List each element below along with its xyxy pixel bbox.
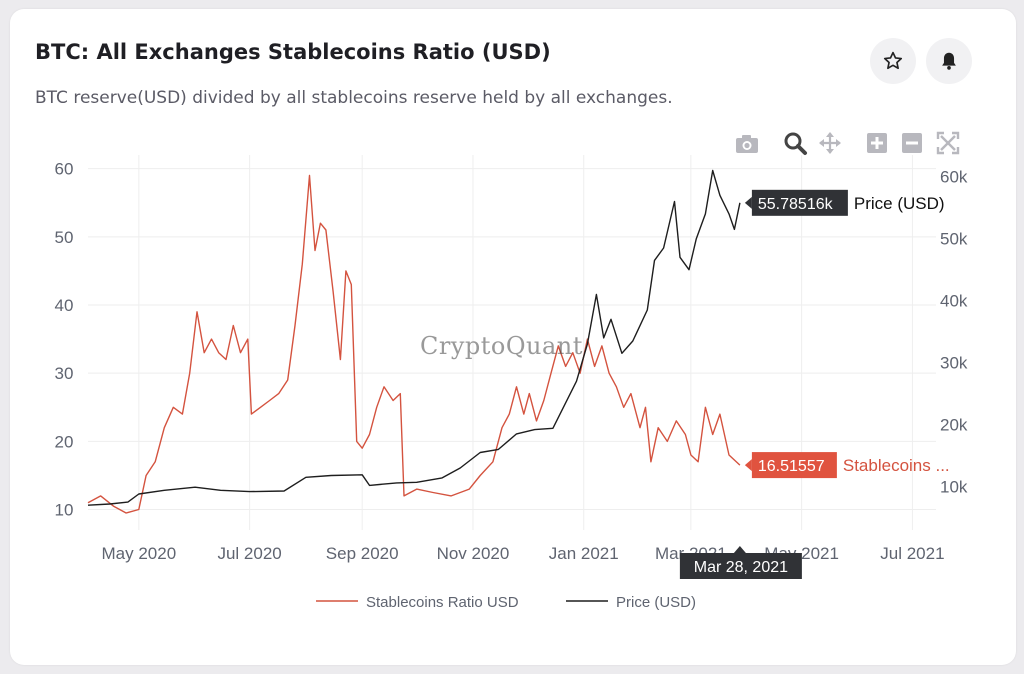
zoom-in-icon[interactable] <box>867 133 887 153</box>
star-icon <box>883 51 903 70</box>
ratio-tooltip-value: 16.51557 <box>758 458 825 475</box>
zoom-out-icon[interactable] <box>902 133 922 153</box>
chart-title: BTC: All Exchanges Stablecoins Ratio (US… <box>35 40 551 64</box>
ratio-tooltip-label: Stablecoins ... <box>843 456 950 475</box>
bell-icon <box>942 52 956 70</box>
y-left-tick-label: 20 <box>55 432 74 451</box>
pan-icon[interactable] <box>819 132 841 154</box>
price-tooltip-box <box>751 189 848 216</box>
chart-grid <box>88 155 936 530</box>
zoom-icon[interactable] <box>784 132 807 155</box>
y-right-tick-label: 40k <box>940 292 968 311</box>
ratio-tooltip-pointer <box>744 459 752 472</box>
legend-label: Price (USD) <box>616 594 696 611</box>
legend-item-price[interactable]: Price (USD) <box>566 594 696 611</box>
chart-legend: Stablecoins Ratio USD Price (USD) <box>316 594 696 611</box>
favorite-button[interactable] <box>870 38 916 84</box>
x-tick-label: Sep 2020 <box>326 544 399 563</box>
price-line[interactable] <box>87 169 741 506</box>
chart-toolbar <box>736 131 960 155</box>
ratio-tooltip-box <box>751 452 837 479</box>
camera-icon[interactable] <box>736 135 758 153</box>
legend-item-stablecoins-ratio[interactable]: Stablecoins Ratio USD <box>316 594 519 611</box>
x-tick-label: May 2020 <box>102 544 177 563</box>
x-tick-label: Jul 2021 <box>880 544 944 563</box>
date-tooltip-box <box>679 553 802 579</box>
date-tooltip-value: Mar 28, 2021 <box>694 559 788 576</box>
y-right-tick-label: 50k <box>940 230 968 249</box>
y-left-tick-label: 60 <box>55 160 74 179</box>
chart-subtitle: BTC reserve(USD) divided by all stableco… <box>35 88 673 108</box>
y-right-tick-label: 30k <box>940 354 968 373</box>
price-tooltip-label: Price (USD) <box>854 194 945 213</box>
price-tooltip-pointer <box>744 196 752 209</box>
x-tick-label: Nov 2020 <box>437 544 510 563</box>
price-tooltip-value: 55.78516k <box>758 196 834 213</box>
y-left-tick-label: 50 <box>55 228 74 247</box>
y-left-tick-label: 30 <box>55 364 74 383</box>
x-tick-label: Jul 2020 <box>217 544 281 563</box>
chart-series <box>87 169 741 514</box>
chart-ticks: May 2020 Jul 2020 Sep 2020 Nov 2020 Jan 2021… <box>55 160 968 563</box>
alert-button[interactable] <box>926 38 972 84</box>
watermark-logo: CryptoQuant <box>420 332 583 360</box>
chart-card <box>10 9 1016 665</box>
chart-tooltips: 55.78516k Price (USD) 16.51557 Stablecoins … <box>679 189 950 579</box>
legend-label: Stablecoins Ratio USD <box>366 594 519 611</box>
y-right-tick-label: 10k <box>940 478 968 497</box>
y-left-tick-label: 10 <box>55 501 74 520</box>
date-tooltip-pointer <box>733 546 746 553</box>
y-right-tick-label: 20k <box>940 416 968 435</box>
y-left-tick-label: 40 <box>55 296 74 315</box>
autoscale-icon[interactable] <box>936 131 960 155</box>
x-tick-label: Jan 2021 <box>549 544 619 563</box>
stablecoins-ratio-line[interactable] <box>87 174 741 514</box>
y-right-tick-label: 60k <box>940 168 968 187</box>
